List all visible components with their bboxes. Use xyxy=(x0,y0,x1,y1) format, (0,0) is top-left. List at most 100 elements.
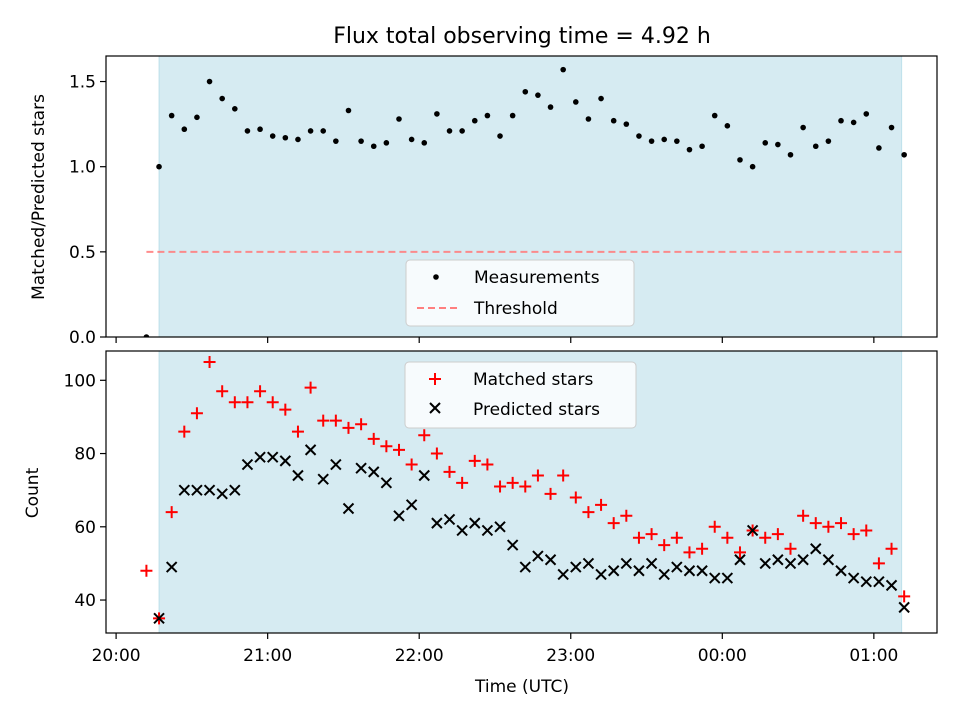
data-point-matched xyxy=(342,421,355,434)
data-point-predicted xyxy=(784,557,797,570)
data-point-predicted xyxy=(709,572,721,584)
data-point-matched xyxy=(569,491,582,504)
data-point-matched xyxy=(279,403,292,416)
data-point xyxy=(408,136,415,143)
data-point xyxy=(181,126,188,133)
data-point xyxy=(396,116,402,122)
data-point xyxy=(661,136,668,143)
data-point-predicted xyxy=(191,484,203,496)
data-point-predicted xyxy=(532,550,544,562)
axes-frame xyxy=(105,350,938,634)
data-point-matched xyxy=(582,506,595,519)
data-point-predicted xyxy=(317,473,329,485)
data-point-predicted xyxy=(570,561,582,573)
data-point xyxy=(257,126,263,133)
data-point xyxy=(749,163,756,170)
data-point-matched xyxy=(178,425,191,438)
data-point-matched xyxy=(670,531,683,544)
data-point-matched xyxy=(254,385,267,398)
x-tick-label: 20:00 xyxy=(92,646,141,666)
y-tick-label: 40 xyxy=(74,591,96,611)
data-point xyxy=(737,157,743,163)
data-point-matched xyxy=(721,531,734,544)
data-point-predicted xyxy=(595,568,607,581)
data-point-matched xyxy=(494,480,507,493)
x-tick-label: 01:00 xyxy=(849,646,898,666)
data-point xyxy=(686,146,693,153)
data-point xyxy=(497,133,503,139)
data-point-matched xyxy=(228,396,241,409)
data-point-predicted xyxy=(405,499,418,511)
data-point-matched xyxy=(367,432,380,445)
data-point xyxy=(623,121,630,127)
data-point-predicted xyxy=(216,488,228,500)
data-point-predicted xyxy=(885,579,898,592)
data-point xyxy=(383,140,390,146)
data-point-matched xyxy=(481,458,494,471)
data-point xyxy=(484,112,491,119)
data-point-matched xyxy=(708,520,721,533)
data-point-matched xyxy=(392,443,405,456)
data-point xyxy=(573,99,579,105)
data-point-matched xyxy=(595,498,608,511)
data-point-matched xyxy=(759,531,772,544)
bottom-legend: Matched stars Predicted stars xyxy=(404,361,637,429)
data-point-predicted xyxy=(203,484,216,496)
data-point-matched xyxy=(443,465,456,478)
bottom-y-axis-label: Count xyxy=(23,467,43,518)
data-point-predicted xyxy=(241,458,254,471)
data-point-predicted xyxy=(746,524,759,537)
data-point xyxy=(282,134,289,141)
data-point xyxy=(560,66,566,73)
data-point xyxy=(269,133,276,139)
data-point-matched xyxy=(456,476,469,489)
data-point xyxy=(370,143,377,150)
data-point-matched xyxy=(165,506,178,519)
data-point-predicted xyxy=(254,451,266,463)
data-point xyxy=(598,95,604,102)
data-point-predicted xyxy=(582,557,595,570)
data-points xyxy=(143,66,907,337)
data-point-predicted xyxy=(683,565,696,577)
legend-marker-matched xyxy=(429,373,441,385)
data-point-predicted xyxy=(178,484,191,496)
data-point-matched xyxy=(658,539,671,552)
data-point-matched xyxy=(380,440,393,453)
data-point-matched xyxy=(216,385,229,398)
y-tick-label: 80 xyxy=(74,445,96,465)
data-point-matched xyxy=(860,524,873,537)
data-point-predicted xyxy=(772,554,784,566)
legend-marker-predicted xyxy=(429,402,441,414)
data-point-matched xyxy=(329,414,342,427)
data-point-predicted xyxy=(810,543,822,555)
data-point-matched xyxy=(809,517,822,530)
data-point xyxy=(143,334,150,337)
data-point xyxy=(762,140,769,146)
data-point-predicted xyxy=(355,462,367,474)
data-point-predicted xyxy=(330,458,342,471)
legend-marker-measurements xyxy=(433,274,439,280)
data-point-predicted xyxy=(822,554,835,566)
data-point-predicted xyxy=(494,521,506,533)
top-legend-box xyxy=(405,259,635,327)
data-point xyxy=(421,140,428,146)
data-point-matched xyxy=(607,517,620,530)
data-point-predicted xyxy=(292,469,304,482)
axes-frame xyxy=(105,55,938,338)
legend-label-matched: Matched stars xyxy=(473,370,593,390)
data-point-predicted xyxy=(671,561,683,573)
data-point-matched xyxy=(898,590,911,603)
data-point xyxy=(800,124,806,131)
bottom-legend-box xyxy=(404,361,637,429)
data-point xyxy=(446,128,453,134)
data-point-predicted xyxy=(797,554,809,566)
data-point xyxy=(610,117,617,124)
data-point xyxy=(724,123,731,129)
data-point-predicted xyxy=(481,524,494,537)
data-point xyxy=(674,138,680,144)
data-point-predicted xyxy=(607,565,620,577)
data-point-predicted xyxy=(431,517,443,529)
x-tick-label: 23:00 xyxy=(546,646,595,666)
data-point-predicted xyxy=(544,554,557,566)
data-point-matched xyxy=(355,418,368,431)
